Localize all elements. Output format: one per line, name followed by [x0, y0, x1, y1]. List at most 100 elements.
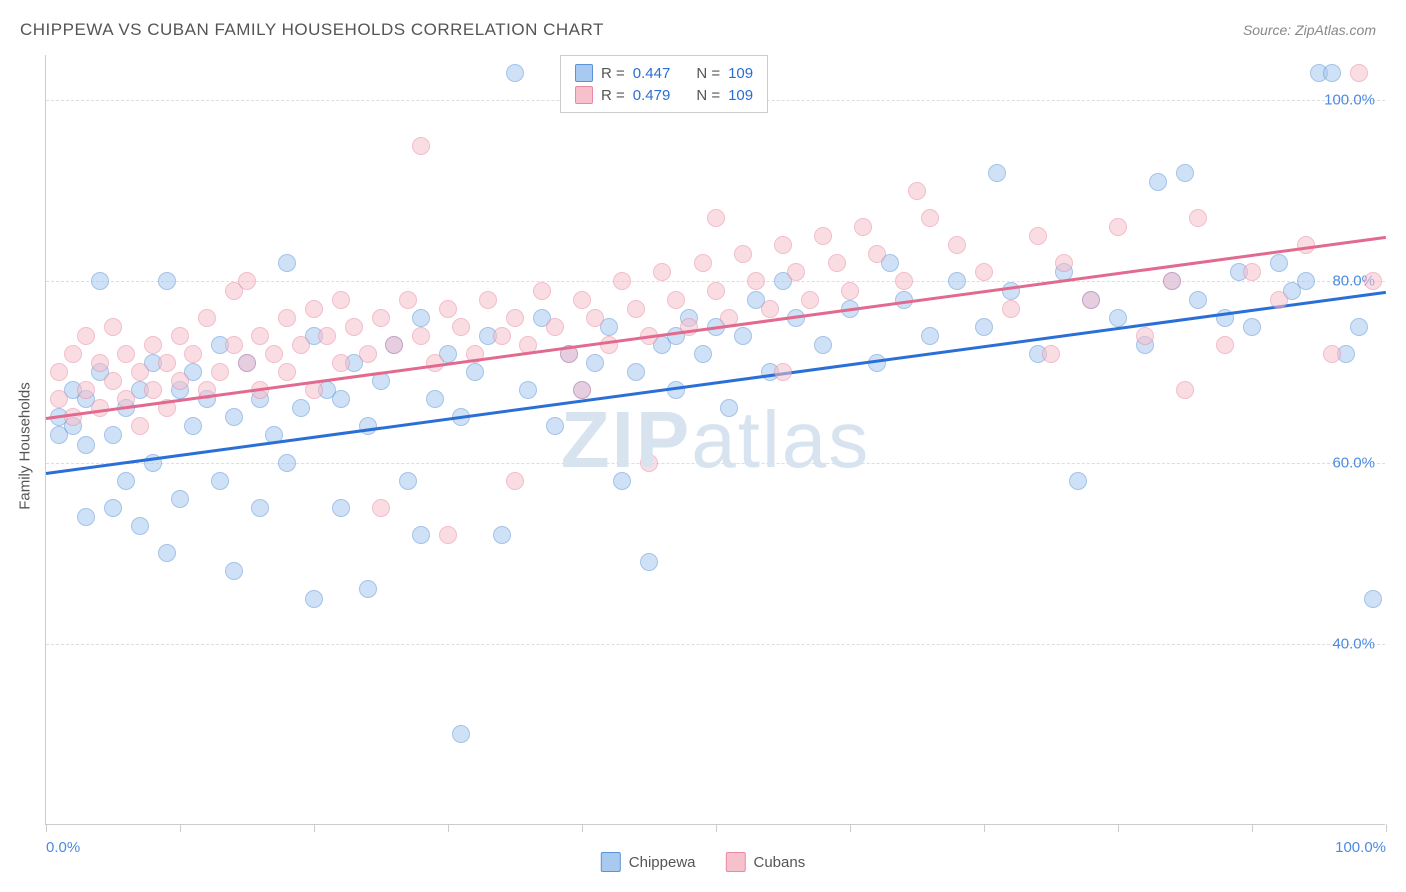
data-point [613, 272, 631, 290]
data-point [586, 309, 604, 327]
data-point [627, 363, 645, 381]
data-point [546, 417, 564, 435]
data-point [238, 354, 256, 372]
data-point [586, 354, 604, 372]
data-point [305, 300, 323, 318]
data-point [171, 327, 189, 345]
data-point [372, 499, 390, 517]
data-point [921, 327, 939, 345]
data-point [452, 725, 470, 743]
data-point [1069, 472, 1087, 490]
data-point [506, 309, 524, 327]
data-point [171, 372, 189, 390]
data-point [1243, 318, 1261, 336]
data-point [908, 182, 926, 200]
data-point [519, 381, 537, 399]
x-tick [1386, 824, 1387, 832]
data-point [1350, 318, 1368, 336]
data-point [117, 472, 135, 490]
data-point [493, 327, 511, 345]
r-value-0: 0.447 [633, 65, 671, 82]
data-point [278, 254, 296, 272]
data-point [50, 390, 68, 408]
data-point [412, 526, 430, 544]
data-point [332, 354, 350, 372]
data-point [814, 336, 832, 354]
data-point [573, 381, 591, 399]
grid-line [46, 644, 1385, 645]
data-point [211, 363, 229, 381]
x-tick [1118, 824, 1119, 832]
data-point [1216, 336, 1234, 354]
data-point [1109, 309, 1127, 327]
data-point [211, 472, 229, 490]
data-point [158, 354, 176, 372]
data-point [948, 272, 966, 290]
data-point [305, 590, 323, 608]
data-point [198, 309, 216, 327]
data-point [131, 517, 149, 535]
data-point [546, 318, 564, 336]
data-point [573, 291, 591, 309]
header: CHIPPEWA VS CUBAN FAMILY HOUSEHOLDS CORR… [20, 20, 1376, 40]
plot-area: ZIPatlas 40.0%60.0%80.0%100.0%0.0%100.0% [45, 55, 1385, 825]
data-point [761, 300, 779, 318]
r-label-0: R = [601, 65, 625, 82]
y-axis-title: Family Households [17, 382, 34, 510]
data-point [1176, 164, 1194, 182]
data-point [988, 164, 1006, 182]
n-value-1: 109 [728, 87, 753, 104]
data-point [1136, 327, 1154, 345]
data-point [613, 472, 631, 490]
data-point [104, 499, 122, 517]
data-point [332, 390, 350, 408]
data-point [774, 363, 792, 381]
data-point [91, 272, 109, 290]
y-tick-label: 60.0% [1332, 454, 1375, 471]
n-label-0: N = [696, 65, 720, 82]
data-point [278, 309, 296, 327]
data-point [225, 336, 243, 354]
data-point [975, 263, 993, 281]
data-point [439, 300, 457, 318]
data-point [479, 291, 497, 309]
data-point [50, 363, 68, 381]
data-point [171, 490, 189, 508]
y-tick-label: 40.0% [1332, 635, 1375, 652]
data-point [426, 390, 444, 408]
data-point [412, 327, 430, 345]
data-point [278, 454, 296, 472]
chart-title: CHIPPEWA VS CUBAN FAMILY HOUSEHOLDS CORR… [20, 20, 604, 40]
data-point [1350, 64, 1368, 82]
chart-container: CHIPPEWA VS CUBAN FAMILY HOUSEHOLDS CORR… [0, 0, 1406, 892]
data-point [345, 318, 363, 336]
r-label-1: R = [601, 87, 625, 104]
data-point [1055, 254, 1073, 272]
legend-item-chippewa: Chippewa [601, 852, 696, 872]
chart-source: Source: ZipAtlas.com [1243, 22, 1376, 38]
data-point [734, 327, 752, 345]
x-tick-label-left: 0.0% [46, 839, 80, 856]
data-point [801, 291, 819, 309]
data-point [1042, 345, 1060, 363]
data-point [734, 245, 752, 263]
data-point [104, 426, 122, 444]
watermark-light: atlas [691, 395, 870, 484]
data-point [158, 272, 176, 290]
data-point [828, 254, 846, 272]
data-point [707, 282, 725, 300]
data-point [854, 218, 872, 236]
data-point [787, 263, 805, 281]
data-point [332, 291, 350, 309]
data-point [359, 417, 377, 435]
data-point [158, 544, 176, 562]
data-point [720, 399, 738, 417]
data-point [1189, 291, 1207, 309]
data-point [1163, 272, 1181, 290]
data-point [600, 336, 618, 354]
data-point [385, 336, 403, 354]
bottom-legend: Chippewa Cubans [601, 852, 805, 872]
data-point [225, 408, 243, 426]
data-point [265, 345, 283, 363]
data-point [1189, 209, 1207, 227]
